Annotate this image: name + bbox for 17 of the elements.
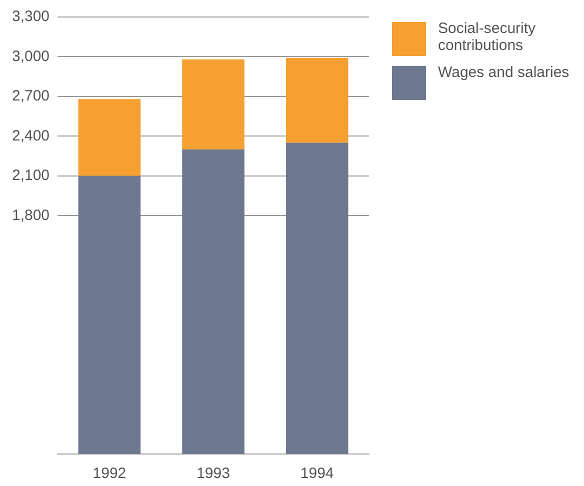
y-tick-label: 2,700 [12,88,50,105]
x-tick-label: 1992 [92,465,126,482]
bar [78,99,141,176]
bar [78,176,141,454]
x-tick-label: 1993 [196,465,230,482]
legend-label: Wages and salaries [438,64,570,81]
y-tick-label: 2,100 [12,167,50,184]
y-tick-label: 2,400 [12,127,50,144]
y-tick-label: 1,800 [12,206,50,224]
x-tick-label: 1994 [300,465,334,482]
bar [286,58,348,143]
bar [182,59,244,150]
bar [286,142,348,454]
legend-label: Social-security contributions [438,20,537,54]
y-tick-label: 3,000 [12,48,50,65]
bar [182,149,244,454]
y-tick-label: 3,300 [12,8,50,26]
